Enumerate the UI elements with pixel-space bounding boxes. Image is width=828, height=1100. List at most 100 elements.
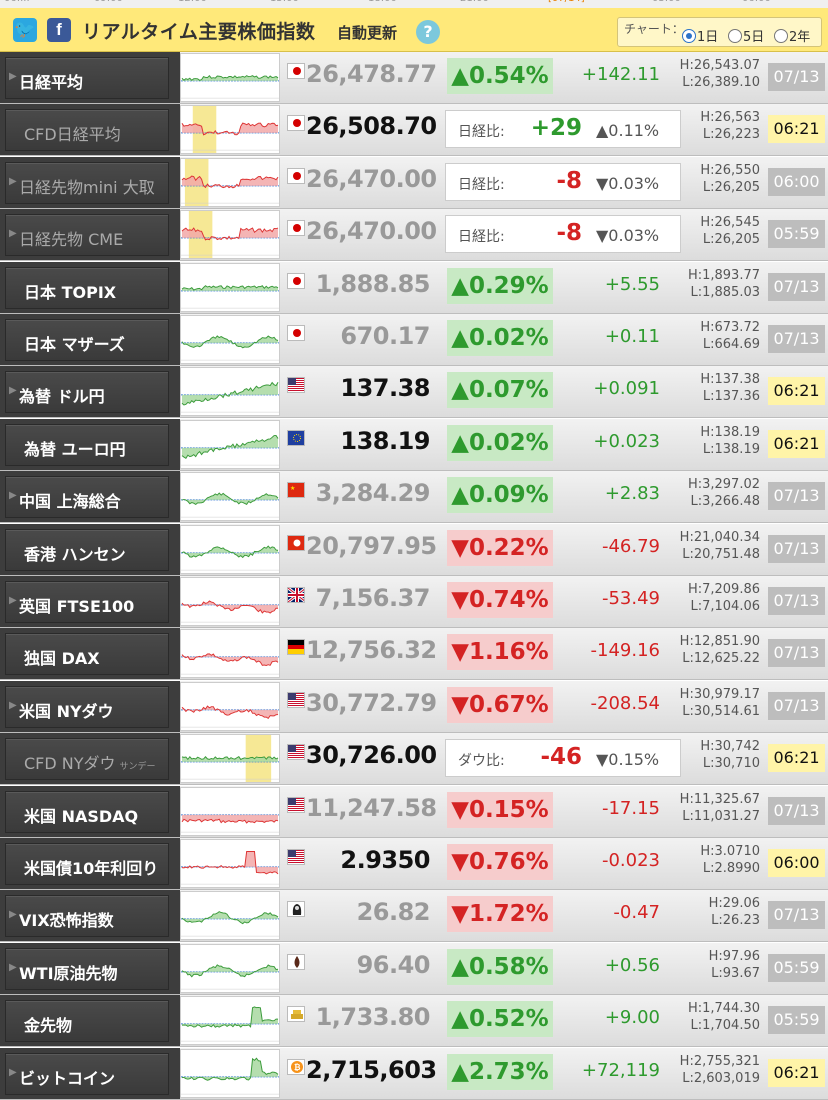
name-cell: 金先物	[0, 995, 180, 1047]
index-name-label: 金先物	[24, 1012, 72, 1036]
sparkline-chart[interactable]	[180, 210, 280, 260]
index-name-button[interactable]: 日本 マザーズ	[5, 319, 169, 361]
index-name-button[interactable]: ▶ 為替 ドル円	[5, 371, 169, 414]
sparkline-chart[interactable]	[180, 105, 280, 155]
update-time-badge: 07/13	[768, 796, 825, 825]
point-change: -0.47	[613, 902, 660, 924]
index-name-button[interactable]: ▶ 日経平均	[5, 57, 169, 99]
point-change: +0.56	[604, 954, 660, 976]
range-1day-radio[interactable]: 1日	[682, 26, 718, 45]
index-name-button[interactable]: ▶ ビットコイン	[5, 1052, 169, 1095]
sparkline-chart[interactable]	[180, 1048, 280, 1098]
index-name-text: 中国 上海総合	[19, 492, 121, 512]
index-name-label: CFD日経平均	[24, 121, 121, 145]
sparkline-chart[interactable]	[180, 891, 280, 941]
index-name-button[interactable]: ▶ 日経先物 CME	[5, 214, 169, 257]
help-icon[interactable]: ?	[416, 20, 440, 44]
index-row: ▶ WTI原油先物 96.40 ▲0.58% +0.56 H:97.96 L:93.67 05…	[0, 942, 828, 995]
cfd-diff-percent: ▲0.11%	[596, 121, 660, 141]
sparkline-chart[interactable]	[180, 419, 280, 469]
index-name-button[interactable]: ▶ 英国 FTSE100	[5, 581, 169, 623]
range-2year-radio[interactable]: 2年	[774, 26, 810, 45]
index-name-label: WTI原油先物	[19, 960, 118, 984]
index-name-button[interactable]: 日本 TOPIX	[5, 266, 169, 309]
sparkline-chart[interactable]	[180, 524, 280, 574]
index-name-button[interactable]: 独国 DAX	[5, 633, 169, 676]
update-time-badge: 07/13	[768, 534, 825, 563]
index-name-button[interactable]: 香港 ハンセン	[5, 528, 169, 571]
index-name-label: 米国 NASDAQ	[24, 803, 138, 827]
sparkline-chart[interactable]	[180, 157, 280, 207]
index-name-text: 香港 ハンセン	[24, 544, 126, 564]
gold-flag-icon	[287, 1006, 305, 1023]
index-name-text: ビットコイン	[19, 1068, 116, 1088]
index-name-button[interactable]: CFD NYダウ サンデー	[5, 738, 169, 781]
sparkline-chart[interactable]	[180, 367, 280, 417]
sparkline-chart[interactable]	[180, 839, 280, 888]
cfd-diff-value: -8	[556, 167, 582, 194]
cfd-diff-value: -46	[540, 744, 582, 771]
high-low-cell: H:138.19 L:138.19	[660, 424, 760, 458]
sparkline-chart[interactable]	[180, 943, 280, 993]
sparkline-chart[interactable]	[180, 629, 280, 679]
high-low-cell: H:7,209.86 L:7,104.06	[660, 581, 760, 615]
update-time-badge: 06:21	[768, 377, 825, 406]
sparkline-chart[interactable]	[180, 577, 280, 626]
hk-flag-icon	[287, 534, 305, 551]
twitter-icon[interactable]: 🐦	[13, 18, 37, 42]
index-name-button[interactable]: ▶ 米国 NYダウ	[5, 685, 169, 728]
name-cell: ▶ 為替 ドル円	[0, 366, 180, 418]
index-name-label: 日本 マザーズ	[24, 331, 125, 355]
sparkline-chart[interactable]	[180, 786, 280, 836]
price-value: 26.82	[356, 898, 431, 927]
sparkline-chart[interactable]	[180, 681, 280, 731]
index-name-text: 独国 DAX	[24, 649, 100, 669]
time-axis-tick: 15:00	[270, 0, 299, 4]
index-name-label: 香港 ハンセン	[24, 541, 126, 565]
cfd-diff-percent: ▼0.15%	[596, 750, 660, 770]
index-name-button[interactable]: 米国 NASDAQ	[5, 790, 169, 833]
range-5day-radio[interactable]: 5日	[728, 26, 764, 45]
high-value: H:7,209.86	[687, 582, 760, 597]
sparkline-chart[interactable]	[180, 472, 280, 522]
index-name-button[interactable]: CFD日経平均	[5, 109, 169, 152]
index-name-button[interactable]: ▶ 中国 上海総合	[5, 476, 169, 519]
high-low-cell: H:26,550 L:26,205	[660, 162, 760, 196]
index-name-button[interactable]: ▶ VIX恐怖指数	[5, 895, 169, 938]
index-row: CFD日経平均 26,508.70 日経比: +29 ▲0.11% H:26,563 L:2…	[0, 104, 828, 157]
radio-selected-icon	[682, 28, 696, 43]
low-value: L:7,104.06	[690, 599, 760, 614]
sparkline-chart[interactable]	[180, 734, 280, 784]
price-value: 26,478.77	[306, 60, 437, 88]
low-value: L:30,710	[702, 756, 760, 772]
update-time-badge: 06:21	[768, 429, 825, 458]
price-value: 2.9350	[340, 846, 430, 874]
sparkline-chart[interactable]	[180, 315, 280, 364]
price-value: 30,772.79	[306, 688, 437, 717]
name-cell: 香港 ハンセン	[0, 523, 180, 575]
index-name-button[interactable]: 為替 ユーロ円	[5, 423, 169, 466]
index-name-button[interactable]: 金先物	[5, 1000, 169, 1043]
price-value: 3,284.29	[315, 479, 431, 508]
percent-change-badge: ▲0.58%	[447, 948, 553, 985]
price-value: 96.40	[356, 950, 431, 979]
index-name-button[interactable]: 米国債10年利回り	[5, 843, 169, 885]
index-row: ▶ 中国 上海総合 ★ 3,284.29 ▲0.09% +2.83 H:3,297.02 L:…	[0, 471, 828, 524]
index-name-button[interactable]: ▶ 日経先物mini 大取	[5, 161, 169, 204]
index-name-text: 為替 ドル円	[19, 387, 105, 407]
sparkline-chart[interactable]	[180, 996, 280, 1046]
percent-change-badge: ▼0.67%	[447, 686, 553, 723]
index-row: ▶ 米国 NYダウ 30,772.79 ▼0.67% -208.54 H:30,979.1…	[0, 680, 828, 733]
sparkline-chart[interactable]	[180, 53, 280, 102]
sparkline-chart[interactable]	[180, 262, 280, 312]
radio-icon	[774, 28, 788, 43]
index-row: 香港 ハンセン 20,797.95 ▼0.22% -46.79 H:21,040.34 L…	[0, 523, 828, 576]
cfd-diff-label: 日経比:	[458, 124, 505, 141]
update-time-badge: 05:59	[768, 220, 825, 249]
index-row: ▶ 英国 FTSE100 7,156.37 ▼0.74% -53.49 H:7,209.8…	[0, 576, 828, 628]
facebook-icon[interactable]: f	[47, 18, 71, 42]
cfd-diff-label: 日経比:	[458, 176, 505, 193]
cfd-diff-value: +29	[530, 115, 582, 142]
index-name-button[interactable]: ▶ WTI原油先物	[5, 947, 169, 990]
